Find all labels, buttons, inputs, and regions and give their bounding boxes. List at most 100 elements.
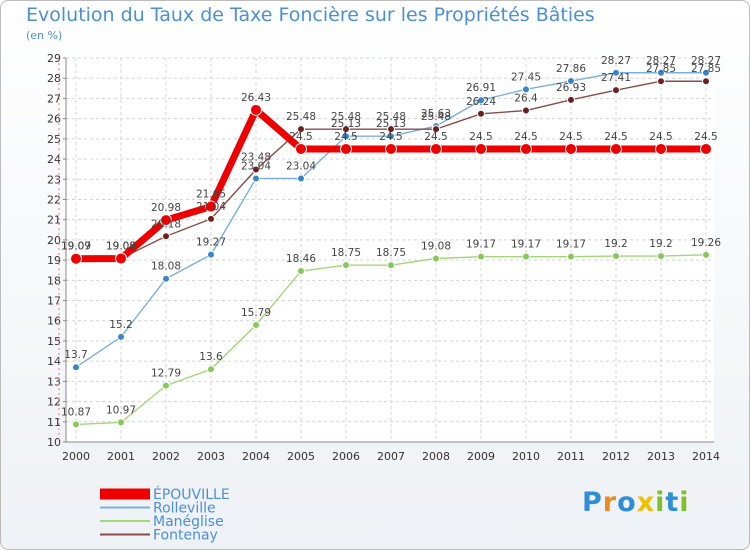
point-fontenay [162,232,170,241]
point-manéglise [522,252,530,261]
data-label-fontenay: 26.93 [556,82,586,94]
data-label-épouville: 24.5 [334,131,357,143]
x-tick-label: 2002 [152,450,180,463]
point-fontenay [387,125,395,134]
x-tick-label: 2007 [377,450,405,463]
data-label-rolleville: 19.27 [196,237,226,249]
point-rolleville [117,332,125,341]
plot-area [66,58,714,442]
data-label-épouville: 19.08 [106,240,136,252]
legend-label: ÉPOUVILLE [153,486,230,503]
point-fontenay [207,214,215,223]
y-tick-label: 18 [47,274,61,287]
point-manéglise [342,261,350,270]
point-manéglise [477,252,485,261]
point-rolleville [612,68,620,77]
data-label-manéglise: 13.6 [199,351,223,363]
data-label-épouville: 24.5 [559,131,582,143]
point-manéglise [207,365,215,374]
y-tick-label: 21 [47,214,61,227]
data-label-fontenay: 25.48 [286,111,316,123]
y-tick-label: 22 [47,193,61,206]
data-label-fontenay: 19.09 [106,240,136,252]
data-label-manéglise: 19.2 [604,238,627,250]
data-label-rolleville: 23.04 [241,160,271,172]
data-label-fontenay: 25.48 [376,111,406,123]
data-label-rolleville: 15.2 [109,319,132,331]
data-label-manéglise: 15.79 [241,307,271,319]
y-tick-label: 23 [47,173,61,186]
point-rolleville [207,250,215,259]
x-tick-label: 2010 [512,450,540,463]
x-tick-label: 2013 [647,450,675,463]
data-label-rolleville: 28.27 [646,55,676,67]
point-fontenay [612,86,620,95]
point-manéglise [117,418,125,427]
point-manéglise [387,261,395,270]
point-fontenay [252,165,260,174]
point-fontenay [477,109,485,118]
point-épouville [565,142,577,155]
x-tick-label: 2004 [242,450,270,463]
data-label-fontenay: 27.85 [691,63,721,75]
data-label-fontenay: 25.48 [331,111,361,123]
point-fontenay [522,106,530,115]
data-label-rolleville: 25.63 [421,108,451,120]
point-épouville [610,142,622,155]
data-label-manéglise: 19.17 [466,239,496,251]
legend-label: Rolleville [153,501,216,517]
y-tick-label: 12 [47,396,61,409]
data-label-fontenay: 27.85 [646,63,676,75]
y-tick-label: 19 [47,254,61,267]
x-tick-label: 2011 [557,450,585,463]
data-label-épouville: 24.5 [649,131,672,143]
point-rolleville [702,68,710,77]
data-label-épouville: 24.5 [694,131,717,143]
data-label-épouville: 24.5 [289,131,312,143]
y-tick-label: 16 [47,315,61,328]
data-label-rolleville: 26.91 [466,82,496,94]
data-label-manéglise: 19.2 [649,238,672,250]
data-label-manéglise: 19.08 [421,240,451,252]
data-label-fontenay: 23.48 [241,152,271,164]
data-label-manéglise: 19.17 [511,239,541,251]
point-fontenay [432,125,440,134]
data-label-fontenay: 27.41 [601,72,631,84]
data-label-épouville: 24.5 [424,131,447,143]
x-tick-label: 2003 [197,450,225,463]
x-tick-label: 2012 [602,450,630,463]
point-manéglise [612,252,620,261]
y-tick-label: 25 [47,133,61,146]
data-label-rolleville: 18.08 [151,261,181,273]
point-épouville [250,103,262,116]
point-rolleville [567,77,575,86]
y-tick-label: 13 [47,375,61,388]
legend-label: Manéglise [153,514,224,530]
data-label-rolleville: 23.04 [286,160,316,172]
data-label-rolleville: 13.7 [64,349,87,361]
y-tick-label: 28 [47,72,61,85]
data-label-épouville: 21.65 [196,189,226,201]
data-label-manéglise: 18.75 [376,247,406,259]
point-manéglise [297,267,305,276]
point-manéglise [432,254,440,263]
data-label-rolleville: 28.27 [691,55,721,67]
y-tick-label: 29 [47,52,61,65]
data-label-manéglise: 12.79 [151,368,181,380]
data-label-épouville: 19.07 [61,241,91,253]
data-label-rolleville: 27.45 [511,71,541,83]
logo-letter: i [655,487,666,518]
point-épouville [520,142,532,155]
point-épouville [475,142,487,155]
point-épouville [160,214,172,227]
y-tick-label: 26 [47,113,61,126]
data-label-fontenay: 21.04 [196,201,226,213]
y-tick-label: 17 [47,295,61,308]
proxiti-logo: Proxiti [582,487,690,518]
point-épouville [340,142,352,155]
y-tick-label: 14 [47,355,61,368]
point-épouville [385,142,397,155]
point-manéglise [252,320,260,329]
